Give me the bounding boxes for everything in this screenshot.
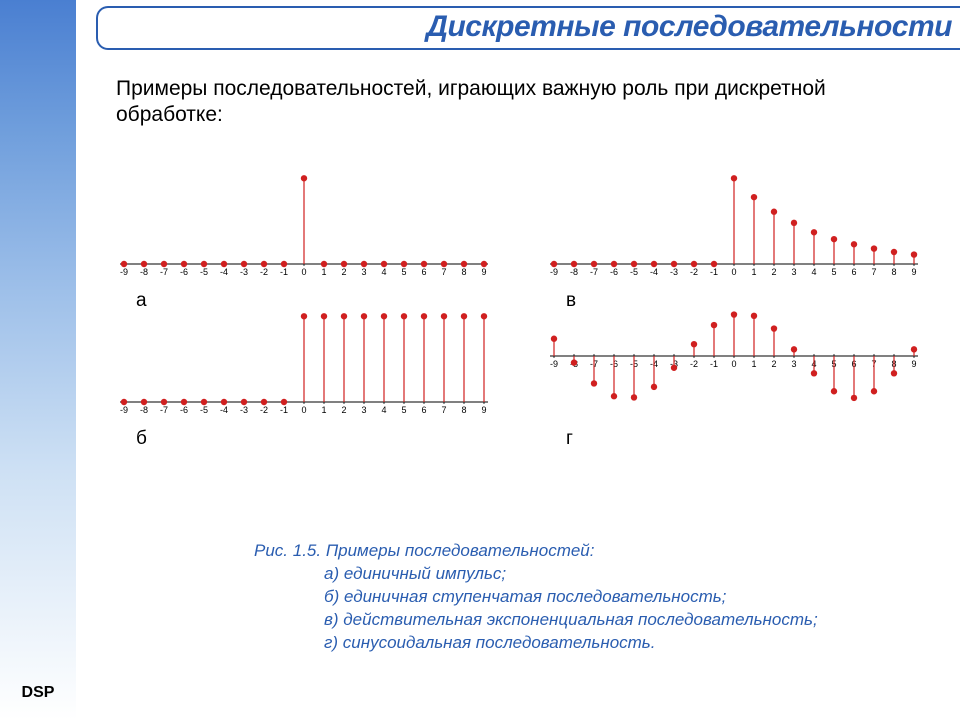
page-title: Дискретные последовательности [426, 10, 952, 44]
svg-text:2: 2 [341, 405, 346, 415]
svg-text:5: 5 [401, 267, 406, 277]
svg-text:9: 9 [911, 267, 916, 277]
svg-text:0: 0 [301, 405, 306, 415]
svg-text:4: 4 [811, 267, 816, 277]
svg-text:-1: -1 [280, 267, 288, 277]
caption-lead: Рис. 1.5. Примеры последовательностей: [254, 541, 595, 560]
svg-text:9: 9 [481, 267, 486, 277]
stem-plot-d: -9-8-7-6-5-4-3-2-10123456789 [544, 306, 924, 416]
svg-text:1: 1 [321, 405, 326, 415]
svg-text:-8: -8 [140, 405, 148, 415]
panel-label-b: б [136, 428, 147, 450]
svg-text:0: 0 [301, 267, 306, 277]
svg-text:-6: -6 [180, 405, 188, 415]
svg-text:3: 3 [361, 267, 366, 277]
svg-text:0: 0 [731, 267, 736, 277]
sidebar-gradient: DSP [0, 0, 76, 720]
caption-line-d: г) синусоидальная последовательность. [254, 632, 818, 655]
stem-plot-b: -9 -8 -7 -6 -5 -4 -3 -2 -1 0 1 2 3 4 5 6 7 8 9 [114, 306, 494, 416]
caption-line-a: а) единичный импульс; [254, 563, 818, 586]
svg-text:-4: -4 [650, 267, 658, 277]
svg-text:1: 1 [751, 359, 756, 369]
svg-text:-5: -5 [200, 405, 208, 415]
svg-text:2: 2 [771, 267, 776, 277]
svg-text:-3: -3 [240, 405, 248, 415]
svg-text:1: 1 [751, 267, 756, 277]
intro-text: Примеры последовательностей, играющих ва… [116, 76, 896, 129]
svg-text:-4: -4 [220, 405, 228, 415]
stem-plot-a: -9 -8 -7 -6 -5 -4 -3 -2 -1 0 1 2 3 4 5 6 7 8 9 [114, 168, 494, 278]
svg-text:8: 8 [461, 267, 466, 277]
chart-panel-a: -9-8-7-6-5-4-3-2-10123456789 а [114, 168, 514, 306]
svg-text:-7: -7 [590, 267, 598, 277]
panel-label-d: г [566, 428, 573, 450]
svg-text:-6: -6 [610, 267, 618, 277]
svg-text:-3: -3 [670, 267, 678, 277]
svg-text:-4: -4 [220, 267, 228, 277]
chart-panel-d: -9-8-7-6-5-4-3-2-10123456789 г [544, 306, 944, 444]
main-content: Дискретные последовательности Примеры по… [76, 0, 960, 720]
svg-text:-1: -1 [710, 359, 718, 369]
svg-text:-7: -7 [160, 405, 168, 415]
svg-text:5: 5 [831, 267, 836, 277]
svg-text:6: 6 [851, 267, 856, 277]
svg-text:-8: -8 [570, 267, 578, 277]
dsp-label: DSP [0, 684, 76, 702]
svg-text:-8: -8 [140, 267, 148, 277]
charts-grid: -9-8-7-6-5-4-3-2-10123456789 а -9-8-7-6-… [114, 168, 944, 444]
svg-text:-9: -9 [550, 359, 558, 369]
svg-text:7: 7 [441, 267, 446, 277]
svg-text:-5: -5 [630, 267, 638, 277]
stem-plot-c: -9 -8 -7 -6 -5 -4 -3 -2 -1 0 1 2 3 4 5 6 7 8 9 [544, 168, 924, 278]
svg-text:2: 2 [771, 359, 776, 369]
chart-panel-b: -9-8-7-6-5-4-3-2-10123456789 б [114, 306, 514, 444]
svg-text:3: 3 [361, 405, 366, 415]
svg-text:-7: -7 [160, 267, 168, 277]
svg-text:9: 9 [911, 359, 916, 369]
svg-text:-3: -3 [240, 267, 248, 277]
svg-text:3: 3 [791, 359, 796, 369]
svg-text:7: 7 [441, 405, 446, 415]
svg-text:9: 9 [481, 405, 486, 415]
caption-line-c: в) действительная экспоненциальная после… [254, 609, 818, 632]
svg-text:-1: -1 [710, 267, 718, 277]
svg-text:-5: -5 [200, 267, 208, 277]
svg-text:6: 6 [421, 405, 426, 415]
svg-text:-9: -9 [550, 267, 558, 277]
svg-text:8: 8 [891, 267, 896, 277]
svg-text:5: 5 [401, 405, 406, 415]
svg-text:4: 4 [381, 267, 386, 277]
svg-text:-9: -9 [120, 267, 128, 277]
svg-text:1: 1 [321, 267, 326, 277]
svg-text:3: 3 [791, 267, 796, 277]
svg-text:4: 4 [381, 405, 386, 415]
svg-text:-1: -1 [280, 405, 288, 415]
svg-text:-9: -9 [120, 405, 128, 415]
svg-text:-6: -6 [180, 267, 188, 277]
svg-text:0: 0 [731, 359, 736, 369]
svg-text:-2: -2 [690, 267, 698, 277]
caption-line-b: б) единичная ступенчатая последовательно… [254, 586, 818, 609]
title-bar: Дискретные последовательности [96, 6, 960, 50]
svg-text:-2: -2 [260, 405, 268, 415]
svg-text:8: 8 [461, 405, 466, 415]
svg-text:6: 6 [421, 267, 426, 277]
figure-caption: Рис. 1.5. Примеры последовательностей: а… [254, 540, 818, 655]
chart-panel-c: -9-8-7-6-5-4-3-2-10123456789 в [544, 168, 944, 306]
svg-text:2: 2 [341, 267, 346, 277]
svg-text:-2: -2 [260, 267, 268, 277]
svg-text:7: 7 [871, 267, 876, 277]
svg-text:-2: -2 [690, 359, 698, 369]
